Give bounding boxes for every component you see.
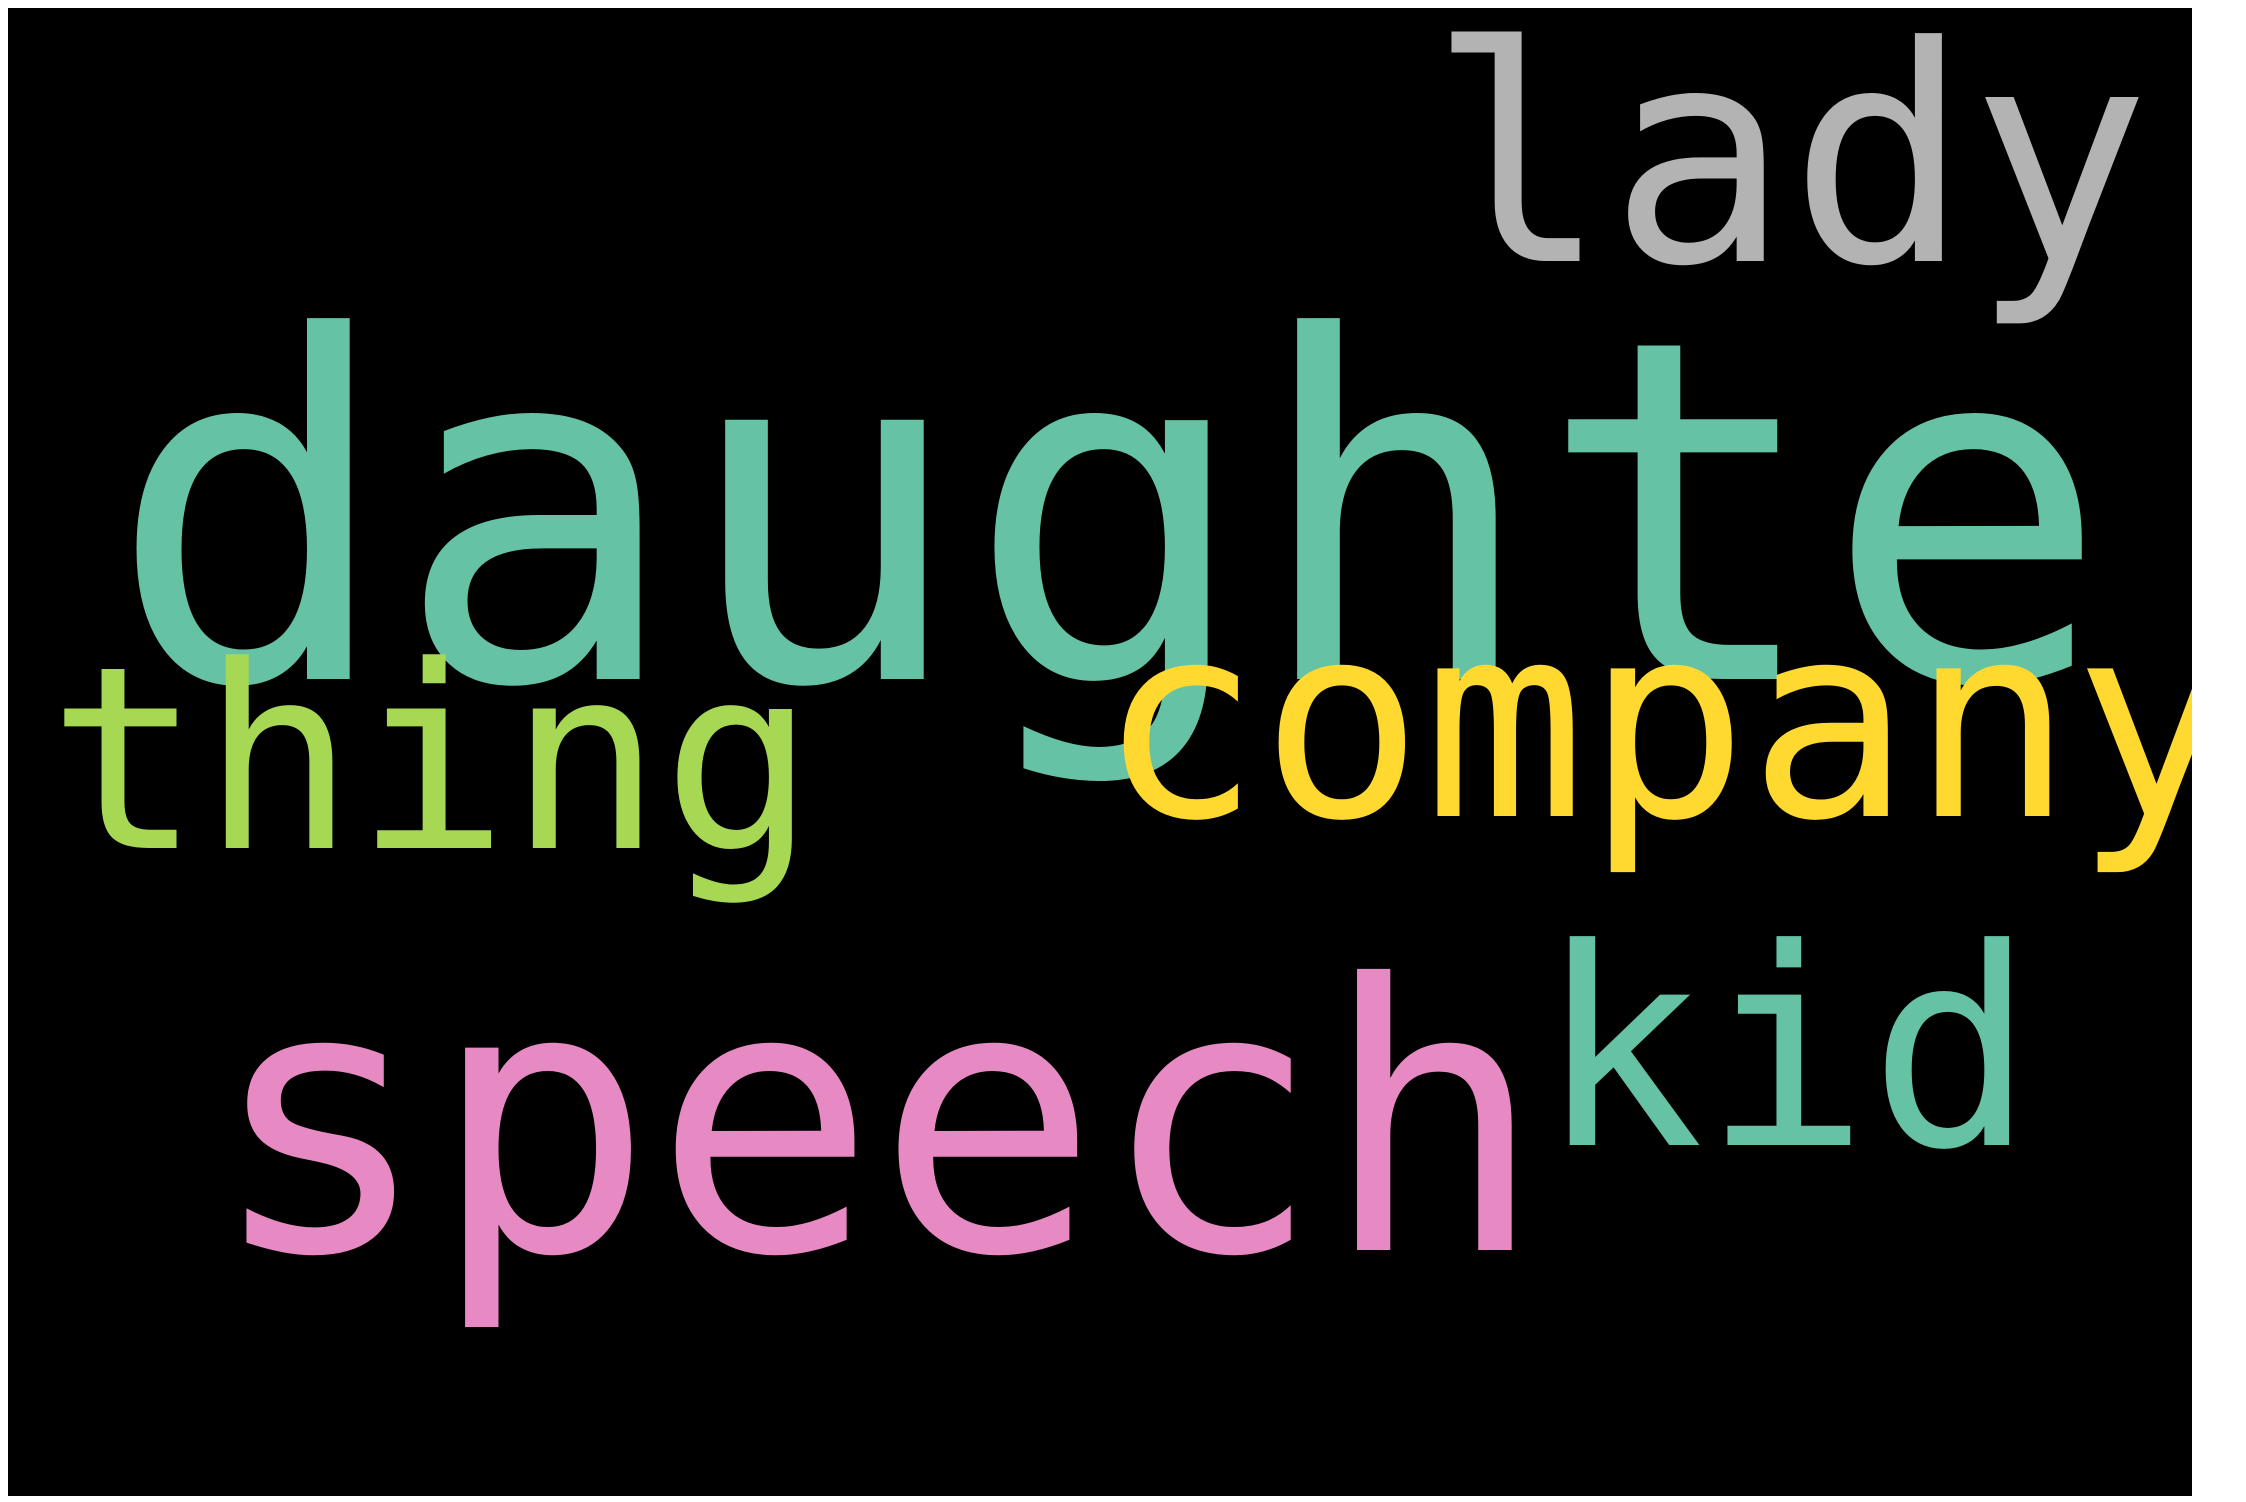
word-kid: kid bbox=[1538, 890, 2035, 1210]
word-cloud-canvas: lady daughter thing company speech kid bbox=[8, 8, 2192, 1496]
word-daughter: daughter bbox=[108, 239, 2192, 792]
word-company: company bbox=[1098, 565, 2192, 880]
word-thing: thing bbox=[48, 612, 816, 909]
word-lady: lady bbox=[1428, 8, 2151, 332]
word-speech: speech bbox=[208, 908, 1545, 1338]
